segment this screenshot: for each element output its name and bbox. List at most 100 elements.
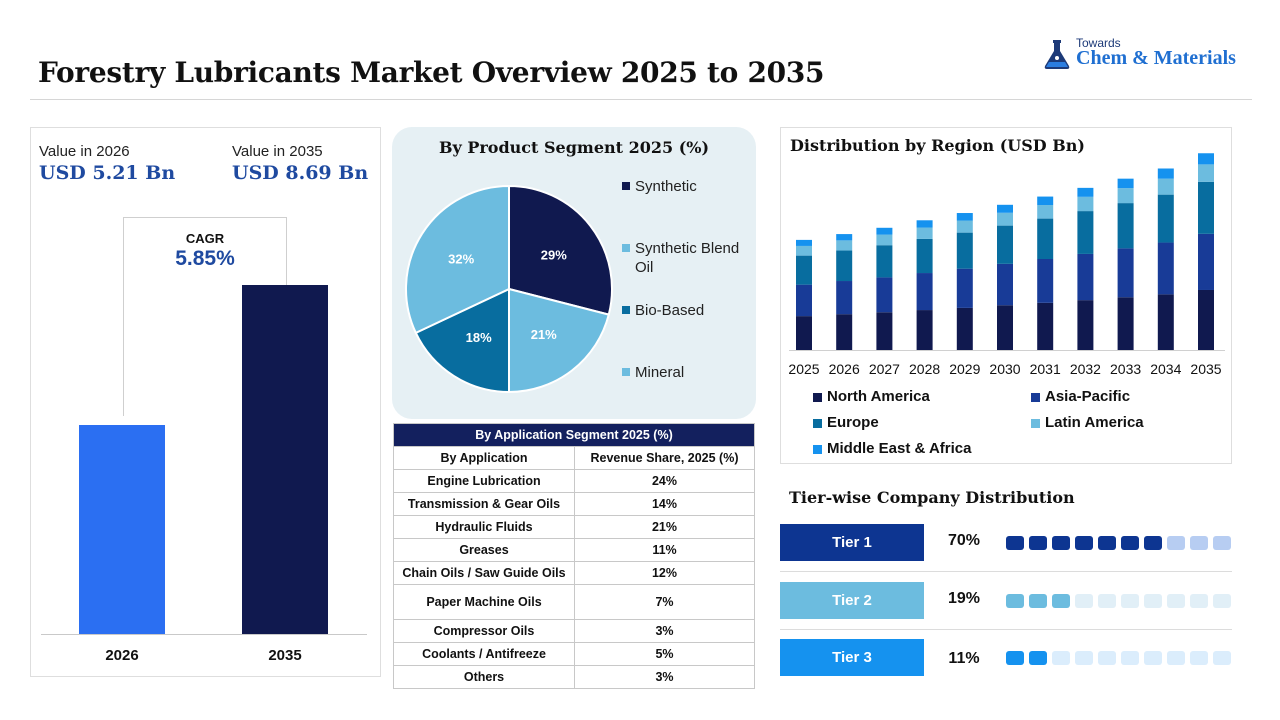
legend-label: Mineral [635,364,685,381]
tier-2-label: Tier 2 [780,582,924,619]
x-tick-label: 2030 [989,361,1020,377]
tier-pip [1190,594,1208,608]
tier-1-value: 70% [947,532,981,549]
stack-segment [796,245,812,256]
stack-segment [836,314,853,350]
table-cell: 21% [574,515,755,539]
region-chart-title: Distribution by Region (USD Bn) [790,136,1085,155]
tier-pip [1029,651,1047,665]
bar-label-2035: 2035 [268,647,302,664]
stack-segment [1117,248,1134,298]
table-row: Chain Oils / Saw Guide Oils 12% [393,561,755,585]
pie-value-label: 21% [531,327,557,342]
logo-small-text: Towards [1076,36,1121,50]
x-tick-label: 2029 [949,361,980,377]
table-row: Greases 11% [393,538,755,562]
x-tick-label: 2026 [829,361,860,377]
table-row: Others 3% [393,665,755,689]
tier-pip [1144,651,1162,665]
tier-pip [1029,536,1047,550]
stack-segment [997,204,1013,213]
tier-pip [1213,536,1231,550]
stack-segment [1198,181,1214,234]
legend-swatch [622,244,630,252]
stack-segment [876,312,893,350]
legend-label: North America [827,388,930,405]
legend-swatch [813,419,822,428]
tier-3-value: 11% [948,650,980,667]
tier-pip [1098,651,1116,665]
stack-segment [1077,300,1094,350]
stack-segment [1157,242,1174,295]
table-cell: 12% [574,561,755,585]
pie-slice [508,184,613,316]
table-header: Revenue Share, 2025 (%) [574,446,755,470]
bar-2035 [242,285,328,634]
table-cell: 7% [574,584,755,620]
legend-swatch [622,182,630,190]
tier-pip [1144,594,1162,608]
legend-label: Synthetic Blend Oil [635,240,740,276]
stack-segment [997,305,1013,350]
table-row: Engine Lubrication 24% [393,469,755,493]
stack-segment [1157,178,1174,195]
x-tick-label: 2025 [788,361,819,377]
cagr-value: 5.85% [175,247,235,270]
table-cell: Engine Lubrication [393,469,575,493]
page-title: Forestry Lubricants Market Overview 2025… [38,56,825,89]
stack-segment [1037,196,1054,206]
value-2026-label: Value in 2026 [39,143,130,160]
flask-icon [1044,40,1070,69]
table-cell: Others [393,665,575,689]
bar-axis [41,634,367,635]
tier-pip [1006,536,1024,550]
tier-pip [1213,651,1231,665]
table-cell: Greases [393,538,575,562]
application-table: By Application Segment 2025 (%) By Appli… [393,423,755,689]
x-tick-label: 2028 [909,361,940,377]
stack-segment [876,234,893,246]
stack-segment [1117,178,1134,189]
value-2035-label: Value in 2035 [232,143,323,160]
pie-value-label: 29% [541,247,567,262]
value-2035: USD 8.69 Bn [232,162,369,184]
stacked-bar-chart: 2025 2026 2027 2028 2029 2030 2031 2032 2033 2034… [788,153,1225,377]
tier-pip [1075,651,1093,665]
stack-segment [1037,259,1054,303]
stack-segment [1077,187,1094,197]
stack-segment [916,238,933,274]
table-cell: 3% [574,619,755,643]
tier-pip [1006,594,1024,608]
tier-pip [1121,536,1139,550]
table-cell: 24% [574,469,755,493]
stack-segment [876,227,893,235]
table-cell: 5% [574,642,755,666]
tier-1-label: Tier 1 [780,524,924,561]
tier-pip [1121,651,1139,665]
stack-segment [1037,302,1054,350]
stack-segment [1157,168,1174,179]
stack-segment [956,307,973,350]
tier-divider [780,629,1232,630]
legend-swatch [622,306,630,314]
tier-pip [1190,651,1208,665]
tier-pip [1167,651,1185,665]
stack-segment [796,316,812,350]
x-tick-label: 2032 [1070,361,1101,377]
stack-segment [1117,188,1134,204]
bar-label-2026: 2026 [105,647,139,664]
tier-3-label: Tier 3 [780,639,924,676]
pie-slice [405,184,510,335]
table-cell: Hydraulic Fluids [393,515,575,539]
tier-pip [1052,594,1070,608]
stack-segment [1157,194,1174,243]
tier-pip [1098,536,1116,550]
table-cell: 3% [574,665,755,689]
logo-big-text: Chem & Materials [1076,47,1236,69]
legend-label: Bio-Based [635,302,705,319]
table-row: Transmission & Gear Oils 14% [393,492,755,516]
legend-label: Synthetic [635,178,697,195]
stack-segment [956,220,973,233]
stack-segment [1117,203,1134,249]
region-distribution-panel: Distribution by Region (USD Bn) 2025 2026… [780,127,1232,464]
